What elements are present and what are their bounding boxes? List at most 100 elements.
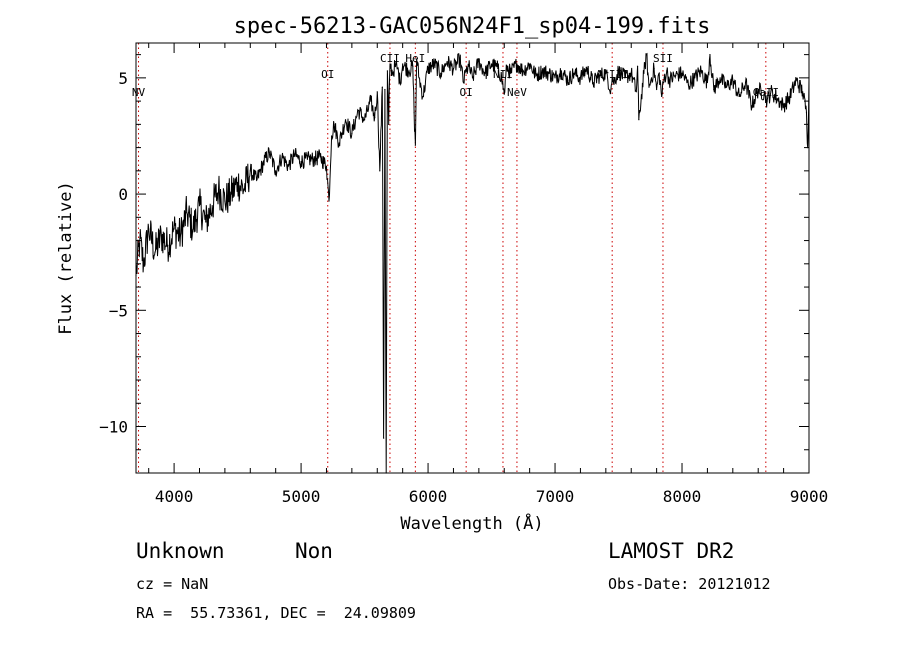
spectrum-point-24 (281, 156, 283, 158)
spectrum-point-109 (653, 67, 655, 70)
spectrum-point-21 (262, 163, 264, 165)
spectrum-point-99 (617, 70, 620, 72)
class-label: Unknown (136, 539, 225, 563)
spectrum-point-131 (763, 93, 766, 95)
y-tick-label-0: −10 (99, 418, 128, 437)
spectrum-point-37 (351, 133, 353, 135)
spectrum-point-111 (658, 72, 660, 74)
spectrum-point-127 (738, 95, 740, 98)
spectrum-point-32 (328, 200, 330, 202)
spectrum-point-46 (384, 88, 386, 91)
spectrum-point-14 (217, 188, 220, 191)
spectrum-point-45 (383, 437, 385, 439)
spectrum-point-85 (541, 70, 543, 72)
spectrum-point-116 (675, 74, 677, 77)
spectrum-point-48 (386, 70, 389, 72)
spectrum-point-96 (610, 88, 612, 91)
spectrum-point-63 (427, 67, 429, 70)
line-marker-label-3: HeI (405, 52, 425, 65)
spectrum-point-108 (650, 77, 653, 79)
spectrum-series (135, 52, 810, 474)
spectrum-point-28 (306, 158, 309, 160)
spectrum-point-103 (636, 65, 639, 67)
spectrum-point-117 (681, 72, 683, 74)
spectrum-point-9 (186, 212, 188, 214)
spectrum-line (135, 52, 810, 474)
spectrum-point-81 (516, 63, 518, 65)
ra-dec-text: RA = 55.73361, DEC = 24.09809 (136, 604, 416, 622)
x-tick-label-5: 9000 (790, 487, 829, 506)
spectrum-point-106 (645, 54, 648, 56)
spectrum-point-83 (529, 63, 531, 65)
spectrum-point-49 (388, 123, 390, 125)
line-marker-label-8: SII (653, 52, 673, 65)
spectrum-point-93 (592, 81, 594, 84)
spectrum-point-134 (776, 98, 778, 100)
spectrum-point-77 (501, 77, 503, 79)
spectrum-point-36 (344, 119, 347, 121)
spectrum-point-50 (389, 63, 391, 65)
spectrum-point-58 (413, 112, 415, 114)
spectrum-point-6 (167, 244, 169, 246)
spectrum-point-3 (148, 228, 150, 230)
spectrum-point-25 (287, 165, 289, 167)
spectrum-point-62 (422, 95, 424, 98)
spectrum-point-57 (412, 65, 414, 67)
spectrum-point-53 (396, 67, 399, 70)
spectrum-point-135 (783, 105, 785, 107)
spectrum-point-4 (154, 251, 156, 253)
survey-label: LAMOST DR2 (608, 539, 735, 563)
y-tick-label-3: 5 (118, 69, 128, 88)
spectrum-point-43 (379, 170, 381, 172)
spectrum-point-2 (143, 263, 145, 265)
chart-title: spec-56213-GAC056N24F1_sp04-199.fits (234, 14, 711, 39)
spectrum-point-76 (497, 67, 499, 70)
spectrum-point-7 (173, 228, 175, 230)
spectrum-point-39 (363, 119, 366, 121)
x-axis-label: Wavelength (Å) (400, 512, 543, 534)
spectrum-point-11 (198, 205, 201, 207)
spectrum-point-133 (770, 91, 772, 93)
x-axis-ticks: 4000 5000 6000 7000 8000 9000 (148, 43, 829, 506)
y-axis-label: Flux (relative) (56, 181, 76, 335)
spectrum-point-27 (300, 160, 302, 163)
spectrum-point-8 (179, 235, 182, 237)
spectrum-point-88 (560, 70, 562, 72)
spectrum-point-102 (635, 91, 637, 93)
spectrum-point-29 (313, 158, 315, 160)
spectrum-point-61 (418, 77, 420, 79)
spectrum-point-12 (205, 221, 207, 223)
spectrum-point-65 (440, 72, 442, 74)
spectrum-point-31 (325, 165, 328, 167)
spectrum-point-124 (719, 77, 721, 79)
spectrum-point-128 (744, 81, 747, 84)
spectrum-point-41 (374, 116, 376, 118)
spectrum-point-79 (506, 65, 508, 67)
spectrum-point-42 (376, 91, 378, 93)
spectrum-point-136 (789, 95, 791, 98)
spectrum-point-66 (446, 60, 448, 63)
spectrum-point-20 (256, 179, 258, 181)
spectrum-point-118 (687, 84, 689, 86)
line-marker-label-6: NeV (507, 86, 527, 99)
line-marker-label-0: NV (132, 86, 146, 99)
spectrum-point-86 (548, 72, 550, 74)
x-tick-label-0: 4000 (155, 487, 194, 506)
line-marker-label-4: OI (460, 86, 473, 99)
spectrum-point-78 (503, 93, 505, 95)
spectrum-point-60 (416, 58, 418, 60)
spectrum-point-125 (725, 86, 728, 88)
line-marker-label-1: OI (321, 68, 334, 81)
y-axis-ticks: −10 −5 0 5 (99, 54, 809, 451)
obs-date-text: Obs-Date: 20121012 (608, 575, 771, 593)
spectrum-point-10 (192, 228, 194, 230)
spectrum-point-95 (605, 72, 607, 74)
spectrum-point-64 (433, 63, 436, 65)
spectrum-point-112 (661, 95, 663, 98)
spectrum-point-110 (656, 88, 658, 91)
spectrum-point-80 (509, 72, 512, 74)
spectrum-point-123 (713, 88, 715, 91)
